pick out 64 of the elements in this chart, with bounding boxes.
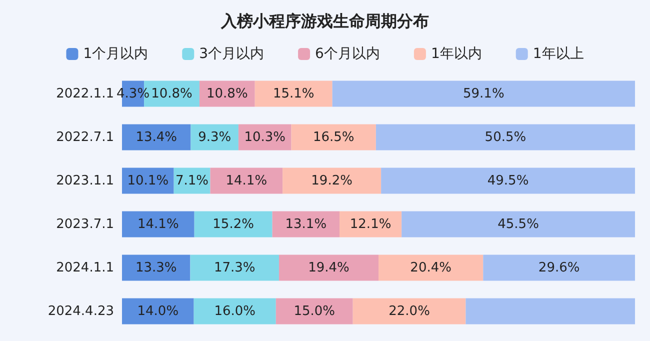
data-label: 45.5% [498,216,539,232]
bar [190,124,238,150]
bar [282,168,382,194]
bar [122,124,191,150]
bar [466,298,635,324]
data-label: 15.1% [272,86,314,102]
y-tick-label: 2023.7.1 [56,216,114,232]
y-tick-label: 2024.4.23 [48,304,114,319]
legend-label: 3个月以内 [199,46,264,62]
data-label: 19.2% [311,173,352,188]
bar [254,80,332,107]
bar [190,254,279,281]
bar [122,254,190,281]
data-label: 14.1% [138,216,179,232]
bar [194,298,276,324]
data-label: 10.3% [244,130,286,145]
chart-title: 入榜小程序游戏生命周期分布 [220,12,429,30]
data-label: 10.8% [206,86,248,102]
bar [194,211,272,238]
y-tick-label: 2022.1.1 [56,86,114,102]
data-label: 20.4% [410,260,452,276]
bar [291,124,376,150]
data-label: 9.3% [198,130,232,145]
data-label: 13.3% [135,260,177,276]
data-label: 15.0% [294,304,336,319]
data-label: 15.2% [212,216,254,232]
legend-label: 6个月以内 [315,46,380,62]
bar [210,168,283,194]
bar [483,254,635,281]
data-label: 49.5% [487,173,529,188]
bar [402,211,635,238]
y-tick-label: 2022.7.1 [56,130,114,145]
y-tick-label: 2023.1.1 [56,173,114,188]
legend-label: 1个月以内 [83,46,148,62]
data-label: 22.0% [388,304,430,319]
y-tick-label: 2024.1.1 [56,260,114,276]
data-label: 19.4% [308,260,350,276]
legend-label: 1年以上 [532,46,584,62]
data-label: 10.1% [127,173,169,188]
bar [352,298,466,324]
data-label: 50.5% [484,130,526,145]
legend-label: 1年以内 [430,46,482,62]
data-label: 16.5% [312,130,354,145]
bar [376,124,635,150]
data-label: 17.3% [214,260,256,276]
bar [122,298,194,324]
bar [278,254,378,281]
data-label: 29.6% [538,260,580,276]
data-label: 16.0% [214,304,256,319]
data-label: 13.4% [136,130,178,145]
data-label: 7.1% [176,173,209,188]
data-label: 14.0% [137,304,179,319]
bar [378,254,484,281]
bar [381,168,635,194]
bar [340,211,402,238]
bar [276,298,353,324]
data-label: 59.1% [463,86,504,102]
data-label: 14.1% [226,173,268,188]
bar [272,211,340,238]
data-label: 10.8% [151,86,192,102]
data-label: 13.1% [285,216,327,232]
bar [122,211,194,238]
bar [332,80,635,107]
data-label: 12.1% [350,216,392,232]
